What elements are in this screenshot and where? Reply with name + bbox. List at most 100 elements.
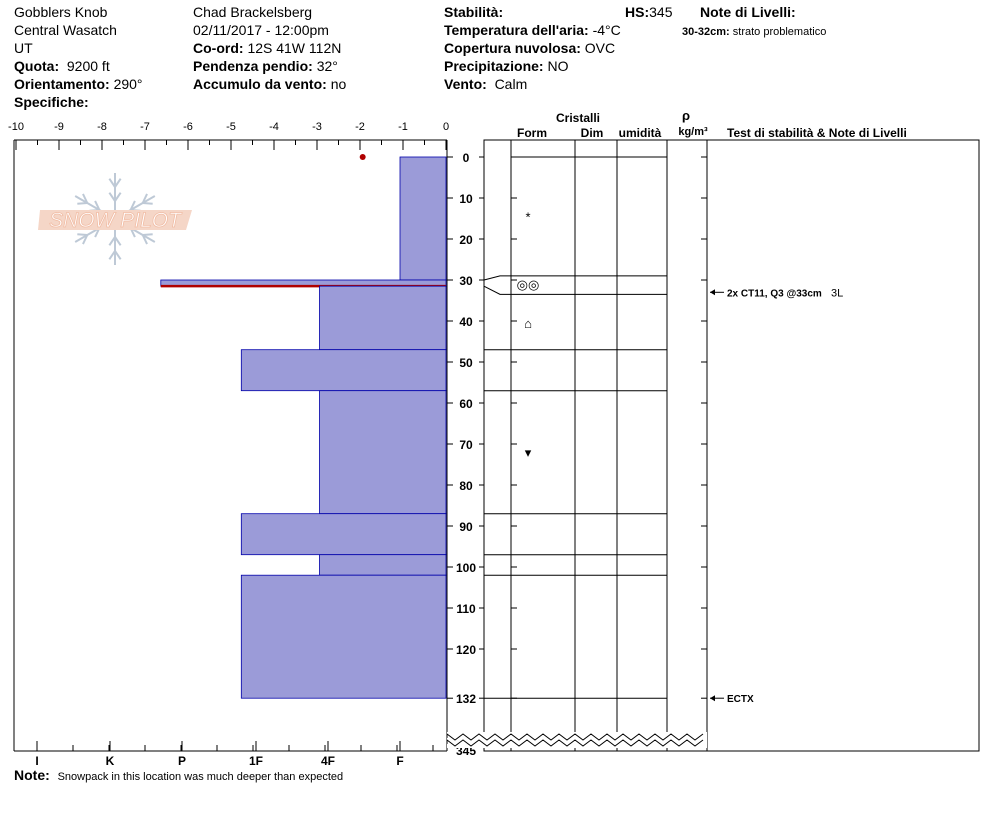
- depth-tick-label: 100: [456, 561, 476, 575]
- precipitation: Precipitazione: NO: [444, 58, 568, 74]
- hardness-layer-bar: [240, 513, 447, 556]
- temperature-tick-label: -4: [269, 121, 279, 133]
- stability-tests: 2x CT11, Q3 @33cm 3L ECTX: [710, 287, 843, 705]
- dim-header: Dim: [581, 126, 604, 140]
- boundary-connector: [483, 275, 511, 281]
- wind-value: Calm: [494, 76, 528, 92]
- temperature-ticks: -10 -9 -8 -7 -6 -5 -4 -3 -2 -1 0: [8, 121, 449, 150]
- snowflake-branch: [108, 250, 116, 260]
- coord-value: 12S 41W 112N: [247, 40, 342, 56]
- grain-form-symbol: ⌂: [524, 316, 532, 331]
- slope-value: 32°: [316, 58, 338, 74]
- grain-form-symbol: ◎◎: [517, 277, 540, 292]
- snowflake-branch: [82, 193, 89, 204]
- depth-tick-label: 20: [459, 233, 473, 247]
- test-result-text: ECTX: [727, 694, 754, 705]
- depth-tick-label: 50: [459, 356, 473, 370]
- snowflake-branch: [114, 192, 122, 202]
- wind: Vento: Calm: [444, 76, 527, 92]
- test-result-text: 2x CT11, Q3 @33cm: [727, 288, 822, 299]
- coordinates: Co-ord: 12S 41W 112N: [193, 40, 341, 56]
- coord-label: Co-ord:: [193, 40, 244, 56]
- layer-table: [483, 139, 980, 752]
- depth-break-zigzag: [446, 732, 707, 748]
- note-text: Snowpack in this location was much deepe…: [57, 771, 344, 783]
- crystals-header: Cristalli: [556, 111, 600, 125]
- grain-form-symbol: ▾: [525, 445, 532, 460]
- humidity-header: umidità: [619, 126, 662, 140]
- depth-tick-label: 70: [459, 438, 473, 452]
- layer-boundaries: [483, 156, 667, 699]
- observer-name: Chad Brackelsberg: [193, 4, 313, 20]
- snowflake-branch: [108, 178, 116, 188]
- test-arrow: [710, 289, 715, 296]
- snow-height: HS:345: [625, 4, 672, 20]
- cloud-cover: Copertura nuvolosa: OVC: [444, 40, 615, 56]
- footer-note: Note: Snowpack in this location was much…: [14, 767, 343, 785]
- wind-label: Vento:: [444, 76, 487, 92]
- hs-value: 345: [649, 4, 673, 20]
- aspect-value: 290°: [113, 76, 143, 92]
- temperature-tick-label: -1: [398, 121, 408, 133]
- hardness-tick-label: F: [396, 754, 403, 768]
- hardness-layer-bar: [319, 390, 447, 515]
- hardness-layer-bar: [240, 349, 447, 392]
- slope-angle: Pendenza pendio: 32°: [193, 58, 338, 74]
- temperature-tick-label: -9: [54, 121, 64, 133]
- observation-datetime: 02/11/2017 - 12:00pm: [193, 22, 329, 38]
- aspect-label: Orientamento:: [14, 76, 110, 92]
- snowflake-branch: [108, 236, 116, 246]
- hardness-layers: [160, 156, 447, 699]
- hardness-tick-label: 4F: [321, 754, 335, 768]
- snowflake-branch: [77, 233, 88, 236]
- layer-note-text: strato problematico: [732, 26, 827, 38]
- snowflake-branch: [77, 202, 88, 205]
- depth-tick-label: 40: [459, 315, 473, 329]
- snowflake-branch: [141, 193, 148, 204]
- temperature-point: [359, 154, 366, 160]
- temperature-tick-label: -3: [312, 121, 322, 133]
- density-symbol: ρ: [682, 108, 690, 123]
- snowflake-branch: [142, 233, 153, 236]
- layer-notes-label: Note di Livelli:: [700, 4, 796, 20]
- depth-tick-label: 90: [459, 520, 473, 534]
- depth-tick-label: 80: [459, 479, 473, 493]
- depth-tick-label: 110: [456, 602, 476, 616]
- hardness-layer-bar: [399, 156, 447, 281]
- depth-tick-label: 30: [459, 274, 473, 288]
- depth-tick-label: 60: [459, 397, 473, 411]
- elevation-label: Quota:: [14, 58, 60, 74]
- tests-header: Test di stabilità & Note di Livelli: [727, 126, 907, 140]
- hardness-layer-bar: [240, 574, 447, 699]
- slope-label: Pendenza pendio:: [193, 58, 313, 74]
- depth-tick-label: 120: [456, 643, 476, 657]
- aspect: Orientamento: 290°: [14, 76, 143, 92]
- air-temperature: Temperatura dell'aria: -4°C: [444, 22, 621, 38]
- hardness-tick-label: P: [178, 754, 186, 768]
- air-temp-label: Temperatura dell'aria:: [444, 22, 589, 38]
- air-temp-value: -4°C: [592, 22, 621, 38]
- snowflake-branch: [141, 234, 148, 245]
- snowflake-branch: [114, 250, 122, 260]
- depth-tick-label: 10: [459, 192, 473, 206]
- logo-text: SNOW PILOT: [49, 209, 183, 232]
- test-result-extra: 3L: [831, 287, 843, 299]
- layer-note: 30-32cm: strato problematico: [682, 24, 826, 40]
- hardness-layer-bar: [319, 554, 447, 576]
- boundary-connector: [483, 285, 511, 295]
- location-name: Gobblers Knob: [14, 4, 108, 20]
- form-header: Form: [517, 126, 547, 140]
- snowflake-branch: [129, 200, 136, 211]
- temperature-tick-label: -5: [226, 121, 236, 133]
- elevation-value: 9200 ft: [66, 58, 110, 74]
- hardness-layer-bar: [319, 285, 447, 351]
- snowflake-branch: [94, 200, 101, 211]
- wind-loading-label: Accumulo da vento:: [193, 76, 327, 92]
- wind-loading: Accumulo da vento: no: [193, 76, 346, 92]
- cloud-label: Copertura nuvolosa:: [444, 40, 581, 56]
- temperature-tick-label: -2: [355, 121, 365, 133]
- test-arrow: [710, 695, 715, 702]
- note-label: Note:: [14, 767, 50, 783]
- precip-label: Precipitazione:: [444, 58, 544, 74]
